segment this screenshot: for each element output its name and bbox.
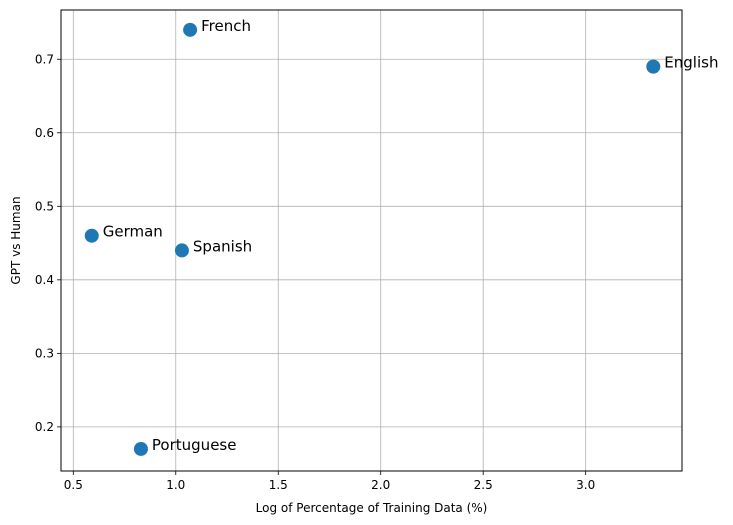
x-tick-label: 0.5 (64, 478, 83, 492)
x-tick-label: 1.0 (166, 478, 185, 492)
data-point-label: Spanish (193, 237, 252, 255)
data-point (174, 243, 189, 258)
plot-frame (60, 9, 683, 472)
data-point (133, 441, 148, 456)
x-tick-label: 1.5 (269, 478, 288, 492)
y-tick-label: 0.5 (35, 199, 54, 213)
data-point (84, 228, 99, 243)
grid (61, 10, 682, 471)
x-axis-ticks: 0.5 1.0 1.5 2.0 2.5 3.0 (64, 471, 595, 492)
data-point (183, 22, 198, 37)
data-point-label: German (103, 223, 163, 241)
y-axis-label: GPT vs Human (9, 196, 23, 284)
x-tick-label: 3.0 (576, 478, 595, 492)
x-tick-label: 2.0 (371, 478, 390, 492)
y-tick-label: 0.3 (35, 346, 54, 360)
x-axis-label: Log of Percentage of Training Data (%) (256, 501, 488, 515)
data-point-label: Portuguese (152, 436, 237, 454)
data-point (646, 59, 661, 74)
data-point-label: English (664, 54, 718, 72)
y-axis-ticks: 0.2 0.3 0.4 0.5 0.6 0.7 (35, 52, 61, 434)
y-tick-label: 0.4 (35, 273, 54, 287)
x-tick-label: 2.5 (474, 478, 493, 492)
data-point-label: French (201, 17, 251, 35)
y-tick-label: 0.7 (35, 52, 54, 66)
y-tick-label: 0.6 (35, 126, 54, 140)
data-points: English French German Spanish Portuguese (84, 17, 718, 456)
y-tick-label: 0.2 (35, 420, 54, 434)
